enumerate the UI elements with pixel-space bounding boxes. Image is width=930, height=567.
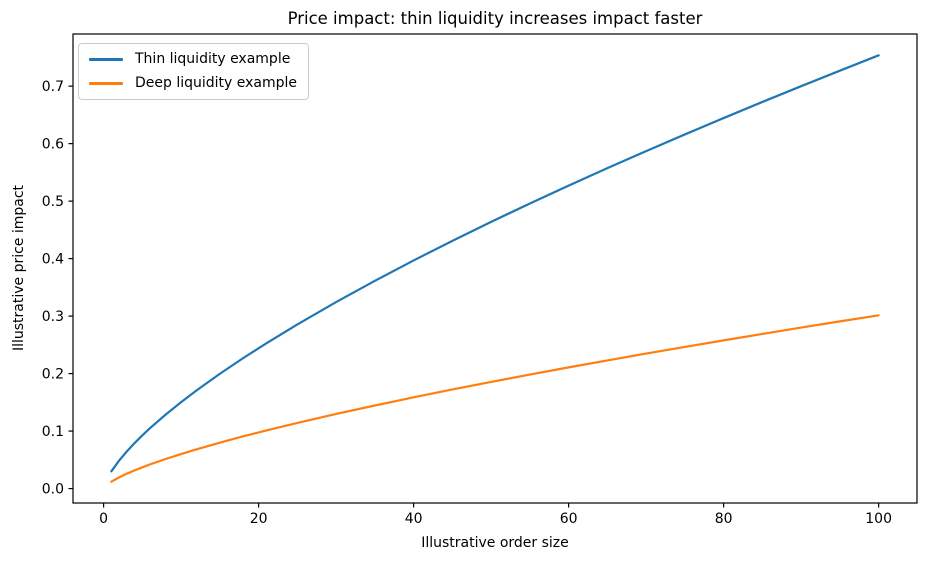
- y-tick-label: 0.7: [42, 79, 64, 95]
- x-tick-label: 0: [99, 511, 108, 527]
- y-tick-label: 0.5: [42, 194, 64, 210]
- legend: Thin liquidity example Deep liquidity ex…: [78, 43, 310, 100]
- y-tick-label: 0.2: [42, 367, 64, 383]
- chart-title: Price impact: thin liquidity increases i…: [287, 9, 703, 28]
- plot-spines: [72, 33, 918, 504]
- series-line-1: [110, 314, 880, 483]
- y-tick-label: 0.3: [42, 309, 64, 325]
- legend-label-thin: Thin liquidity example: [135, 51, 291, 67]
- x-tick-label: 80: [715, 511, 733, 527]
- x-tick-label: 60: [560, 511, 578, 527]
- x-tick-label: 40: [405, 511, 423, 527]
- legend-item-deep: Deep liquidity example: [89, 75, 297, 92]
- y-tick-label: 0.1: [42, 424, 64, 440]
- y-tick-label: 0.6: [42, 137, 64, 153]
- y-tick-label: 0.0: [42, 482, 64, 498]
- y-tick-label: 0.4: [42, 252, 64, 268]
- legend-item-thin: Thin liquidity example: [89, 51, 297, 68]
- x-tick-label: 20: [250, 511, 268, 527]
- x-axis-label: Illustrative order size: [421, 535, 569, 551]
- legend-label-deep: Deep liquidity example: [135, 75, 298, 91]
- y-axis-label: Illustrative price impact: [11, 184, 27, 352]
- series-line-0: [110, 54, 880, 473]
- x-tick-label: 100: [865, 511, 892, 527]
- legend-line-sample-deep: [89, 82, 123, 85]
- legend-line-sample-thin: [89, 58, 123, 61]
